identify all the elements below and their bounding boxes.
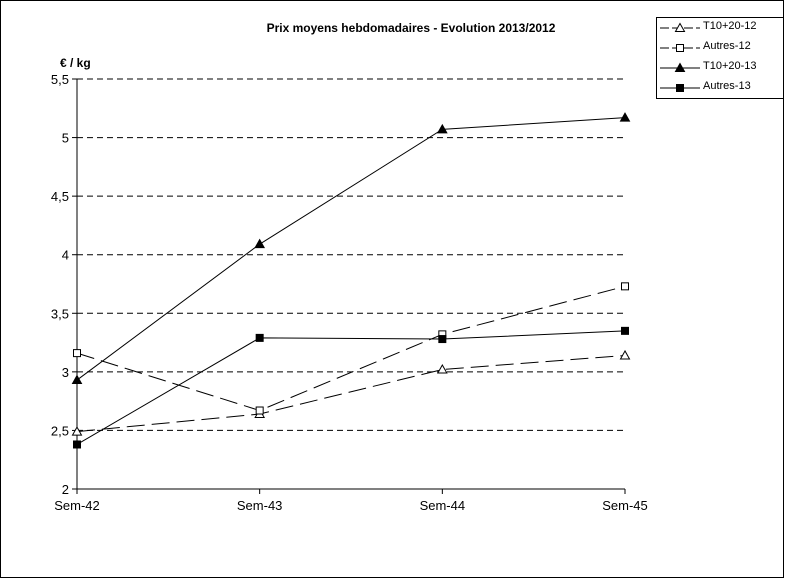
data-point bbox=[438, 335, 447, 344]
legend: T10+20-12 Autres-12 T10+20-13 Autres-13 bbox=[656, 17, 784, 99]
y-axis-label: € / kg bbox=[60, 56, 91, 70]
data-point bbox=[73, 440, 81, 449]
data-point bbox=[436, 123, 448, 134]
y-tick-label: 2,5 bbox=[51, 423, 69, 438]
legend-marker bbox=[674, 22, 686, 32]
y-tick-label: 3 bbox=[62, 365, 69, 380]
series-group bbox=[71, 112, 631, 449]
data-point bbox=[255, 406, 264, 415]
y-tick-label: 5,5 bbox=[51, 72, 69, 87]
data-point bbox=[71, 426, 83, 436]
series-t10-20-13 bbox=[71, 112, 631, 385]
data-point bbox=[255, 333, 264, 342]
legend-marker bbox=[676, 44, 684, 52]
x-tick-label: Sem-45 bbox=[602, 498, 648, 513]
data-point bbox=[621, 326, 629, 335]
legend-swatch bbox=[660, 84, 700, 92]
legend-marker bbox=[674, 62, 686, 72]
series-autres-13 bbox=[73, 326, 629, 449]
x-tick-label: Sem-44 bbox=[420, 498, 466, 513]
series-line bbox=[76, 330, 626, 445]
y-tick-label: 4,5 bbox=[51, 189, 69, 204]
legend-label: Autres-13 bbox=[703, 80, 751, 92]
data-point bbox=[254, 238, 266, 249]
legend-swatch bbox=[660, 44, 700, 52]
x-tick-label: Sem-42 bbox=[54, 498, 100, 513]
y-tick-label: 3,5 bbox=[51, 306, 69, 321]
legend-item: Autres-12 bbox=[657, 38, 785, 58]
data-point bbox=[621, 282, 629, 291]
y-tick-label: 5 bbox=[62, 131, 69, 146]
axes bbox=[72, 78, 626, 494]
y-tick-label: 4 bbox=[62, 248, 69, 263]
legend-swatch bbox=[660, 22, 700, 32]
legend-item: T10+20-12 bbox=[657, 18, 785, 38]
tick-labels: 2 2,5 3 3,5 4 4,5 5 5,5 Sem-42 Sem-43 Sem-44 Sem-45 bbox=[51, 72, 648, 513]
legend-swatch bbox=[660, 62, 700, 72]
series-autres-12 bbox=[73, 282, 629, 415]
series-line bbox=[76, 354, 626, 433]
data-point bbox=[619, 349, 631, 360]
legend-item: Autres-13 bbox=[657, 78, 785, 98]
legend-label: Autres-12 bbox=[703, 40, 751, 52]
legend-marker bbox=[676, 84, 684, 92]
chart-frame bbox=[0, 0, 784, 578]
legend-item: T10+20-13 bbox=[657, 58, 785, 78]
legend-label: T10+20-13 bbox=[703, 60, 757, 72]
x-tick-label: Sem-43 bbox=[237, 498, 283, 513]
grid-lines bbox=[77, 78, 625, 431]
data-point bbox=[71, 374, 83, 385]
data-point bbox=[436, 363, 448, 374]
series-line bbox=[76, 285, 626, 412]
series-t10-20-12 bbox=[71, 349, 631, 436]
y-tick-label: 2 bbox=[62, 482, 69, 497]
chart-title: Prix moyens hebdomadaires - Evolution 20… bbox=[267, 21, 556, 35]
data-point bbox=[73, 349, 81, 358]
series-line bbox=[76, 117, 626, 381]
legend-label: T10+20-12 bbox=[703, 20, 757, 32]
data-point bbox=[619, 112, 631, 122]
